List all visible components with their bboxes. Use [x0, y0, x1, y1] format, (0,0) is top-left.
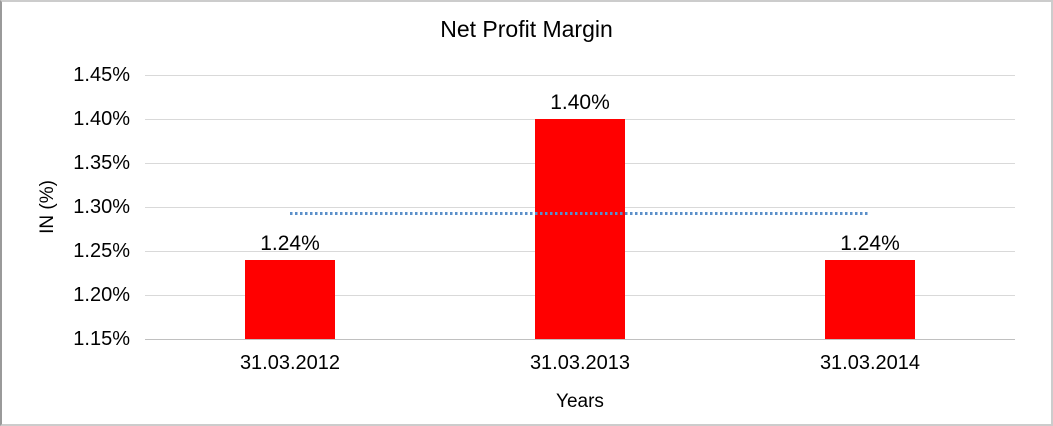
bar — [245, 260, 335, 339]
y-tick-label: 1.35% — [73, 152, 130, 174]
bar-data-label: 1.40% — [550, 91, 610, 114]
bar — [535, 119, 625, 339]
y-gridline — [145, 339, 1015, 340]
y-gridline — [145, 75, 1015, 76]
y-tick-label: 1.20% — [73, 284, 130, 306]
x-tick-label: 31.03.2012 — [239, 352, 341, 374]
trendline — [290, 212, 870, 215]
bar-data-label: 1.24% — [260, 232, 320, 255]
x-tick-label: 31.03.2013 — [529, 352, 631, 374]
y-tick-label: 1.40% — [73, 108, 130, 130]
y-tick-label: 1.25% — [73, 240, 130, 262]
bar-data-label: 1.24% — [840, 232, 900, 255]
bar — [825, 260, 915, 339]
chart-title: Net Profit Margin — [440, 16, 613, 42]
y-tick-label: 1.30% — [73, 196, 130, 218]
x-axis-title: Years — [556, 391, 604, 412]
y-tick-label: 1.15% — [73, 328, 130, 350]
y-tick-label: 1.45% — [73, 64, 130, 86]
x-tick-label: 31.03.2014 — [819, 352, 921, 374]
